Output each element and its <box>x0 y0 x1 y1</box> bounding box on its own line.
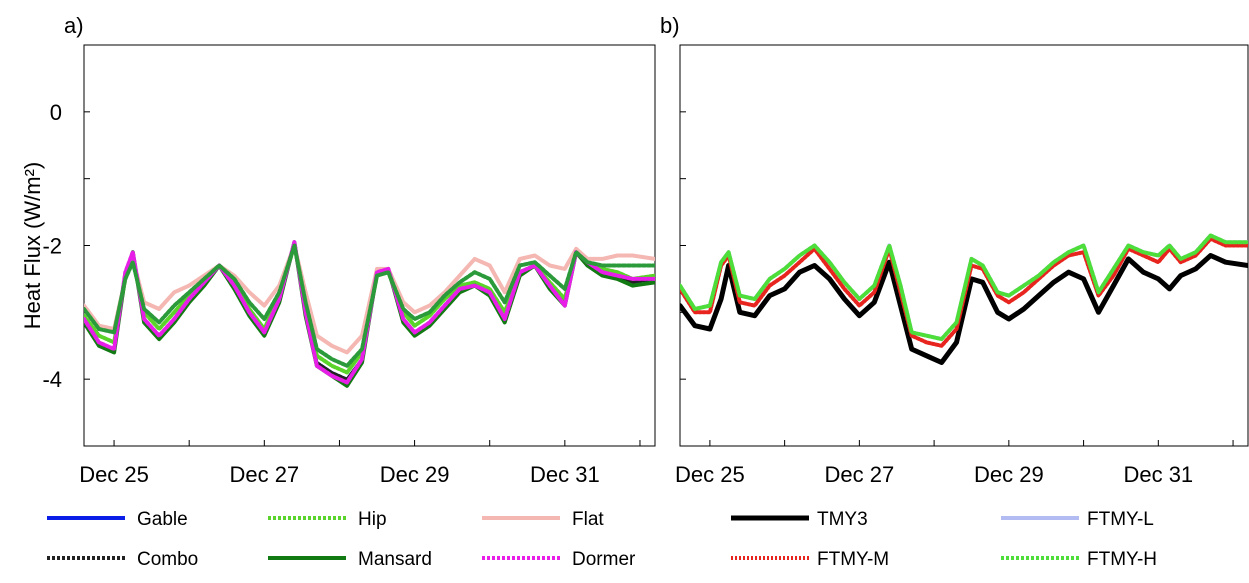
x-tick-label: Dec 31 <box>530 462 600 487</box>
legend-label: Dormer <box>572 549 636 570</box>
plot-area-frame <box>83 44 656 447</box>
panel-b: b) Dec 25 Dec 27 Dec 29 Dec 31 <box>660 13 1249 487</box>
y-tick-label: -2 <box>42 234 62 259</box>
plot-area-frame <box>679 44 1249 447</box>
series-group <box>84 240 655 388</box>
series-line-hip <box>84 243 655 368</box>
legend-label: Hip <box>358 509 387 530</box>
x-tick-label: Dec 29 <box>380 462 450 487</box>
legend-label: FTMY-M <box>817 549 889 570</box>
legend-entry-combo: Combo <box>47 549 198 570</box>
series-line-flat <box>84 243 655 355</box>
legend-entry-tmy3: TMY3 <box>731 509 868 530</box>
panel-label: b) <box>660 13 680 38</box>
legend-entry-flat: Flat <box>482 509 604 530</box>
legend-entry-dormer: Dormer <box>482 549 636 570</box>
panel-a: a) Dec 25 Dec 27 Dec 29 Dec 31 -4 -2 0 Heat Flux… <box>20 13 656 487</box>
panel-label: a) <box>64 13 84 38</box>
y-axis-title: Heat Flux (W/m²) <box>20 162 45 329</box>
x-tick-label: Dec 27 <box>229 462 299 487</box>
series-group <box>680 233 1248 365</box>
x-tick-label: Dec 29 <box>974 462 1044 487</box>
x-tick-label: Dec 25 <box>79 462 149 487</box>
legend-entry-ftmy-h: FTMY-H <box>1001 549 1157 570</box>
legend-label: Gable <box>137 509 188 530</box>
x-tick-label: Dec 31 <box>1123 462 1193 487</box>
series-line-dormer <box>84 240 655 385</box>
legend-label: TMY3 <box>817 509 868 530</box>
legend-entry-gable: Gable <box>47 509 188 530</box>
legend-panel-a: Gable Hip Flat Combo Mansard Dormer <box>47 509 636 570</box>
series-line-ftmy-m <box>680 236 1248 348</box>
legend-entry-ftmy-m: FTMY-M <box>731 549 889 570</box>
series-line-ftmy-h <box>680 233 1248 342</box>
x-tick-label: Dec 27 <box>825 462 895 487</box>
series-line-tmy3 <box>680 253 1248 365</box>
legend-label: Flat <box>572 509 604 530</box>
legend-entry-mansard: Mansard <box>268 549 432 570</box>
legend-label: Mansard <box>358 549 432 570</box>
legend-label: FTMY-L <box>1087 509 1154 530</box>
legend-panel-b: TMY3 FTMY-L FTMY-M FTMY-H <box>731 509 1157 570</box>
x-tick-label: Dec 25 <box>675 462 745 487</box>
y-tick-label: -4 <box>42 367 62 392</box>
legend-label: Combo <box>137 549 198 570</box>
y-tick-label: 0 <box>50 100 62 125</box>
legend-entry-ftmy-l: FTMY-L <box>1001 509 1154 530</box>
legend-label: FTMY-H <box>1087 549 1157 570</box>
legend-entry-hip: Hip <box>268 509 387 530</box>
